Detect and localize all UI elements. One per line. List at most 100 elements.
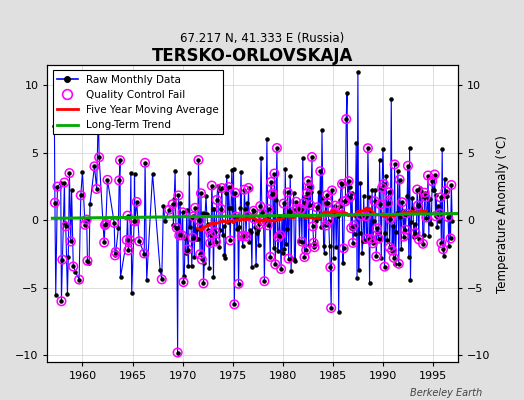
Point [332, 244, 341, 250]
Point [57, 298, 66, 304]
Point [305, 184, 314, 190]
Point [291, 258, 300, 265]
Point [427, 220, 435, 226]
Point [276, 232, 285, 238]
Point [386, 244, 394, 251]
Point [379, 146, 387, 152]
Point [375, 157, 384, 164]
Point [173, 349, 182, 356]
Point [240, 186, 248, 193]
Point [242, 233, 250, 240]
Point [348, 240, 357, 246]
Point [428, 178, 436, 184]
Point [214, 186, 223, 193]
Point [444, 214, 452, 220]
Point [258, 208, 267, 214]
Point [328, 187, 336, 194]
Point [379, 181, 388, 187]
Point [298, 238, 306, 245]
Point [292, 198, 300, 205]
Point [270, 170, 279, 177]
Point [281, 166, 289, 172]
Point [245, 239, 254, 245]
Point [217, 185, 226, 191]
Point [297, 206, 305, 212]
Point [387, 96, 396, 102]
Point [192, 236, 200, 243]
Point [434, 203, 442, 210]
Point [130, 171, 139, 178]
Point [348, 190, 356, 196]
Point [352, 140, 361, 146]
Point [386, 244, 394, 251]
Point [396, 214, 405, 220]
Point [293, 206, 301, 212]
Point [187, 215, 195, 221]
Point [257, 155, 265, 161]
Point [201, 210, 210, 217]
Point [158, 276, 166, 282]
Point [435, 210, 444, 217]
Point [208, 182, 216, 189]
Point [447, 182, 455, 188]
Point [67, 238, 75, 245]
Point [253, 230, 261, 236]
Point [234, 280, 243, 287]
Point [320, 243, 328, 249]
Point [238, 242, 247, 249]
Point [316, 168, 324, 174]
Point [302, 247, 310, 253]
Point [130, 218, 138, 224]
Point [81, 222, 89, 228]
Point [424, 172, 432, 179]
Point [178, 209, 187, 216]
Point [126, 237, 134, 243]
Point [82, 216, 91, 223]
Point [364, 145, 372, 152]
Point [396, 176, 404, 183]
Point [300, 254, 309, 260]
Point [75, 276, 83, 283]
Point [428, 178, 436, 184]
Point [69, 263, 78, 270]
Title: TERSKO-ORLOVSKAJA: TERSKO-ORLOVSKAJA [152, 47, 353, 65]
Point [256, 203, 265, 209]
Point [50, 123, 59, 129]
Point [310, 240, 318, 246]
Point [168, 201, 177, 208]
Point [189, 213, 198, 220]
Point [365, 280, 374, 286]
Point [183, 246, 192, 253]
Point [277, 266, 285, 272]
Point [244, 213, 252, 219]
Point [247, 229, 255, 235]
Point [101, 222, 109, 228]
Point [94, 107, 103, 114]
Point [81, 222, 89, 228]
Point [403, 192, 411, 199]
Point [198, 256, 206, 263]
Point [71, 268, 80, 275]
Point [367, 236, 375, 242]
Legend: Raw Monthly Data, Quality Control Fail, Five Year Moving Average, Long-Term Tren: Raw Monthly Data, Quality Control Fail, … [52, 70, 223, 134]
Point [416, 204, 424, 210]
Point [204, 226, 213, 233]
Point [83, 258, 92, 264]
Point [130, 218, 138, 224]
Point [234, 213, 242, 220]
Point [254, 242, 263, 248]
Point [180, 273, 189, 279]
Point [77, 192, 85, 198]
Point [323, 192, 331, 198]
Point [356, 179, 365, 186]
Point [141, 160, 149, 166]
Point [204, 226, 213, 233]
Point [131, 218, 139, 225]
Point [228, 218, 237, 224]
Point [112, 249, 120, 255]
Point [165, 206, 173, 213]
Point [195, 217, 203, 224]
Point [446, 235, 455, 242]
Point [310, 240, 318, 246]
Point [102, 221, 110, 227]
